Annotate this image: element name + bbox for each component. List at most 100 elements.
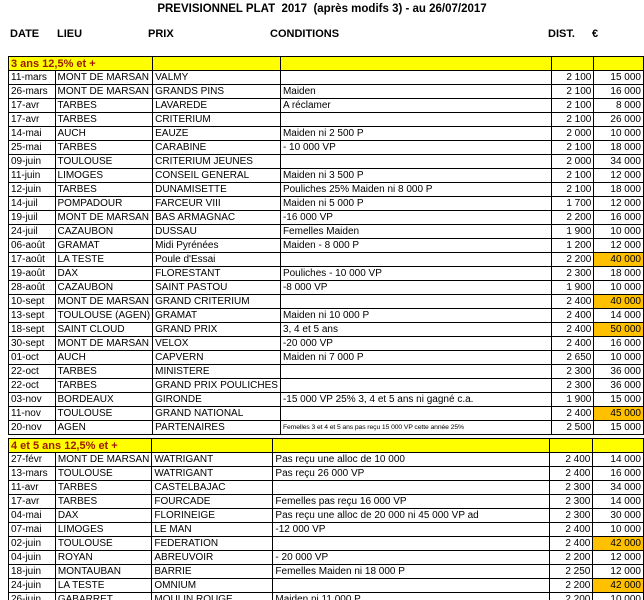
column-header-prix: PRIX xyxy=(148,28,174,40)
lieu-cell: TOULOUSE xyxy=(54,466,153,481)
section-header-empty-cell xyxy=(279,56,552,71)
lieu-cell: TARBES xyxy=(54,140,154,155)
section-header-empty-cell xyxy=(548,438,594,453)
lieu-cell: CAZAUBON xyxy=(54,224,154,239)
lieu-cell: MONT DE MARSAN xyxy=(54,452,153,467)
conditions-cell: Maiden ni 7 000 P xyxy=(279,350,552,365)
prix-cell: FOURCADE xyxy=(151,494,274,509)
table-row: 17-août LA TESTE Poule d'Essai 2 200 40 000 xyxy=(8,252,644,267)
dist-cell: 2 250 xyxy=(548,564,594,579)
prix-cell: CONSEIL GENERAL xyxy=(152,168,281,183)
table-row: 20-nov AGEN PARTENAIRES Femelles 3 et 4 et … xyxy=(8,420,644,435)
prix-cell: GRAMAT xyxy=(152,308,281,323)
date-cell: 11-mars xyxy=(8,70,56,85)
date-cell: 20-nov xyxy=(8,420,56,435)
euro-cell: 40 000 xyxy=(593,252,644,267)
euro-cell: 12 000 xyxy=(592,550,644,565)
prix-cell: LE MAN xyxy=(151,522,274,537)
prix-cell: PARTENAIRES xyxy=(152,420,281,435)
prix-cell: ABREUVOIR xyxy=(151,550,274,565)
table-row: 12-juin TARBES DUNAMISETTE Pouliches 25% Ma… xyxy=(8,182,644,197)
euro-cell: 45 000 xyxy=(593,406,644,421)
table-row: 18-sept SAINT CLOUD GRAND PRIX 3, 4 et 5 an… xyxy=(8,322,644,337)
date-cell: 13-sept xyxy=(8,308,56,323)
conditions-cell: Pas reçu une alloc de 20 000 ni 45 000 V… xyxy=(272,508,550,523)
date-cell: 06-août xyxy=(8,238,56,253)
prix-table: 3 ans 12,5% et +11-mars MONT DE MARSAN VAL… xyxy=(7,56,644,435)
table-row: 19-août DAX FLORESTANT Pouliches - 10 000 V… xyxy=(8,266,644,281)
lieu-cell: MONT DE MARSAN xyxy=(54,294,154,309)
dist-cell: 2 400 xyxy=(548,452,594,467)
prix-cell: CASTELBAJAC xyxy=(151,480,274,495)
prix-cell: OMNIUM xyxy=(151,578,274,593)
prix-cell: DUSSAU xyxy=(152,224,281,239)
lieu-cell: AUCH xyxy=(54,126,154,141)
table-row: 24-juil CAZAUBON DUSSAU Femelles Maiden 1 90… xyxy=(8,224,644,239)
dist-cell: 2 100 xyxy=(550,182,595,197)
euro-cell: 15 000 xyxy=(593,70,644,85)
dist-cell: 2 200 xyxy=(550,252,595,267)
conditions-cell xyxy=(272,536,550,551)
section-title: 4 et 5 ans 12,5% et + xyxy=(7,438,153,453)
section-header-empty-cell xyxy=(151,438,274,453)
table-row: 04-mai DAX FLORINEIGE Pas reçu une alloc de… xyxy=(8,508,644,523)
date-cell: 28-août xyxy=(8,280,56,295)
prix-cell: CARABINE xyxy=(152,140,281,155)
dist-cell: 2 300 xyxy=(548,480,594,495)
section-4-et-5-ans: 4 et 5 ans 12,5% et +27-févr MONT DE MARS… xyxy=(7,438,644,600)
euro-cell: 42 000 xyxy=(592,578,644,593)
lieu-cell: CAZAUBON xyxy=(54,280,154,295)
dist-cell: 2 100 xyxy=(550,70,595,85)
date-cell: 13-mars xyxy=(8,466,56,481)
dist-cell: 2 500 xyxy=(550,420,595,435)
date-cell: 14-mai xyxy=(8,126,56,141)
euro-cell: 18 000 xyxy=(593,140,644,155)
date-cell: 14-juil xyxy=(8,196,56,211)
date-cell: 17-avr xyxy=(8,112,56,127)
conditions-cell xyxy=(279,378,552,393)
date-cell: 24-juil xyxy=(8,224,56,239)
date-cell: 17-août xyxy=(8,252,56,267)
prix-cell: GRANDS PINS xyxy=(152,84,281,99)
lieu-cell: LIMOGES xyxy=(54,522,153,537)
dist-cell: 2 000 xyxy=(550,154,595,169)
euro-cell: 10 000 xyxy=(593,224,644,239)
prix-cell: CRITERIUM JEUNES xyxy=(152,154,281,169)
prix-cell: Midi Pyrénées xyxy=(152,238,281,253)
section-header-empty-cell xyxy=(152,56,281,71)
date-cell: 10-sept xyxy=(8,294,56,309)
prix-cell: MOULIN ROUGE xyxy=(151,592,274,600)
euro-cell: 26 000 xyxy=(593,112,644,127)
date-cell: 01-oct xyxy=(8,350,56,365)
euro-cell: 36 000 xyxy=(593,378,644,393)
lieu-cell: TARBES xyxy=(54,378,154,393)
lieu-cell: LA TESTE xyxy=(54,252,154,267)
prix-cell: MINISTERE xyxy=(152,364,281,379)
dist-cell: 2 100 xyxy=(550,140,595,155)
date-cell: 24-juin xyxy=(8,578,56,593)
date-cell: 11-nov xyxy=(8,406,56,421)
date-cell: 12-juin xyxy=(8,182,56,197)
date-cell: 11-juin xyxy=(8,168,56,183)
prix-cell: DUNAMISETTE xyxy=(152,182,281,197)
table-row: 26-mars MONT DE MARSAN GRANDS PINS Maiden 2 … xyxy=(8,84,644,99)
dist-cell: 1 900 xyxy=(550,224,595,239)
section-header-row: 4 et 5 ans 12,5% et + xyxy=(7,438,644,453)
date-cell: 17-avr xyxy=(8,494,56,509)
conditions-cell: Maiden - 8 000 P xyxy=(279,238,552,253)
euro-cell: 14 000 xyxy=(592,452,644,467)
prix-cell: FARCEUR VIII xyxy=(152,196,281,211)
table-row: 09-juin TOULOUSE CRITERIUM JEUNES 2 000 34 0… xyxy=(8,154,644,169)
table-row: 11-juin LIMOGES CONSEIL GENERAL Maiden ni 3… xyxy=(8,168,644,183)
lieu-cell: TOULOUSE (AGEN) xyxy=(54,308,154,323)
prix-cell: LAVAREDE xyxy=(152,98,281,113)
conditions-cell: -12 000 VP xyxy=(272,522,550,537)
conditions-cell xyxy=(279,252,552,267)
date-cell: 30-sept xyxy=(8,336,56,351)
date-cell: 04-juin xyxy=(8,550,56,565)
table-row: 02-juin TOULOUSE FEDERATION 2 400 42 000 xyxy=(8,536,644,551)
section-header-empty-cell xyxy=(272,438,550,453)
lieu-cell: LIMOGES xyxy=(54,168,154,183)
lieu-cell: TOULOUSE xyxy=(54,406,154,421)
